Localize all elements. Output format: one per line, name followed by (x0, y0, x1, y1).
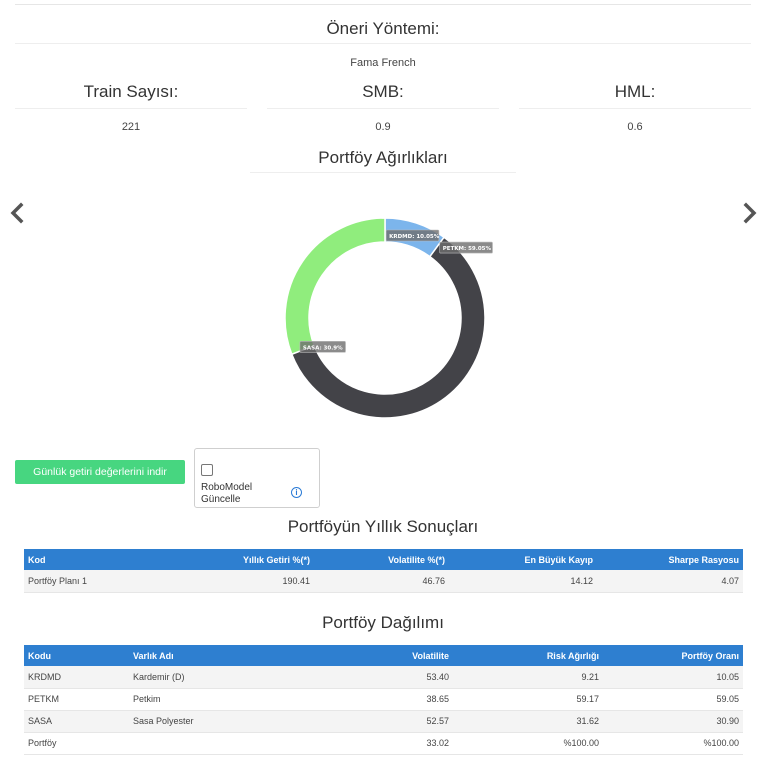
info-circle-icon[interactable]: i (291, 487, 302, 498)
column-header: Sharpe Rasyosu (668, 554, 739, 565)
table-cell: 190.41 (174, 570, 314, 593)
param-value: 0.9 (375, 121, 391, 133)
param-hml: HML: 0.6 (519, 82, 751, 133)
table-header-row: Kod Yıllık Getiri %(*) Volatilite %(*) E… (24, 549, 743, 570)
param-divider (519, 108, 751, 109)
results-title: Portföyün Yıllık Sonuçları (287, 517, 479, 536)
column-header: Varlık Adı (133, 650, 174, 661)
table-cell: Portföy Planı 1 (24, 570, 174, 593)
table-cell: 31.62 (453, 710, 603, 733)
data-label-petkm: PETKM: 59.05% (439, 241, 493, 254)
table-cell: %100.00 (603, 732, 743, 755)
svg-text:SASA: 30.9%: SASA: 30.9% (303, 345, 343, 351)
param-train-count: Train Sayısı: 221 (15, 82, 247, 133)
chevron-right-icon (743, 202, 757, 224)
param-divider (15, 108, 247, 109)
data-label-krdmd: KRDMD: 10.05% (385, 229, 440, 242)
table-cell: KRDMD (24, 666, 129, 689)
table-cell: Portföy (24, 732, 129, 755)
column-header: Volatilite (412, 650, 449, 661)
robomodel-update-panel: RoboModel Güncelle i (194, 448, 320, 508)
param-label: Train Sayısı: (83, 82, 179, 101)
table-cell: PETKM (24, 688, 129, 711)
column-header: Risk Ağırlığı (546, 650, 599, 661)
table-cell: 53.40 (289, 666, 453, 689)
table-cell: 10.05 (603, 666, 743, 689)
table-cell (129, 732, 289, 755)
column-header: Volatilite %(*) (388, 554, 445, 565)
table-row: SASA Sasa Polyester 52.57 31.62 30.90 (24, 710, 743, 733)
column-header: En Büyük Kayıp (524, 554, 593, 565)
table-row: Portföy 33.02 %100.00 %100.00 (24, 732, 743, 755)
column-header: Kod (28, 554, 46, 565)
results-table: Kod Yıllık Getiri %(*) Volatilite %(*) E… (24, 549, 743, 593)
param-label: HML: (614, 82, 656, 101)
param-label: SMB: (362, 82, 404, 101)
column-header: Portföy Oranı (681, 650, 739, 661)
table-cell: 59.17 (453, 688, 603, 711)
table-cell: Kardemir (D) (129, 666, 289, 689)
table-cell: SASA (24, 710, 129, 733)
robomodel-update-checkbox[interactable] (201, 464, 213, 476)
svg-text:KRDMD: 10.05%: KRDMD: 10.05% (389, 234, 440, 240)
table-cell: 30.90 (603, 710, 743, 733)
data-label-sasa: SASA: 30.9% (299, 341, 346, 353)
chevron-left-icon (10, 202, 24, 224)
table-cell: 38.65 (289, 688, 453, 711)
column-header: Yıllık Getiri %(*) (242, 554, 310, 565)
portfolio-weights-chart: KRDMD: 10.05% PETKM: 59.05% SASA: 30.9% (270, 205, 500, 435)
method-divider (15, 43, 751, 44)
table-row: Portföy Planı 1 190.41 46.76 14.12 4.07 (24, 570, 743, 593)
table-cell: 9.21 (453, 666, 603, 689)
table-row: KRDMD Kardemir (D) 53.40 9.21 10.05 (24, 666, 743, 689)
distribution-table: Kodu Varlık Adı Volatilite Risk Ağırlığı… (24, 645, 743, 755)
table-header-row: Kodu Varlık Adı Volatilite Risk Ağırlığı… (24, 645, 743, 666)
param-smb: SMB: 0.9 (267, 82, 499, 133)
carousel-prev-button[interactable] (8, 202, 26, 224)
table-cell: %100.00 (453, 732, 603, 755)
method-title: Öneri Yöntemi: (326, 19, 440, 38)
table-cell: 46.76 (314, 570, 449, 593)
table-cell: Sasa Polyester (129, 710, 289, 733)
column-header: Kodu (28, 650, 51, 661)
param-value: 0.6 (627, 121, 643, 133)
table-cell: 59.05 (603, 688, 743, 711)
table-cell: 4.07 (597, 570, 743, 593)
param-value: 221 (121, 121, 141, 133)
weights-title: Portföy Ağırlıkları (318, 148, 448, 167)
table-row: PETKM Petkim 38.65 59.17 59.05 (24, 688, 743, 711)
table-cell: 33.02 (289, 732, 453, 755)
table-cell: Petkim (129, 688, 289, 711)
robomodel-update-label: RoboModel Güncelle (201, 482, 253, 505)
param-divider (267, 108, 499, 109)
donut-slice-petkm[interactable] (290, 236, 486, 419)
donut-slice-sasa[interactable] (284, 217, 386, 356)
table-cell: 52.57 (289, 710, 453, 733)
top-divider (15, 4, 751, 5)
donut-chart-svg: KRDMD: 10.05%PETKM: 59.05% SASA: 30.9% (284, 217, 493, 419)
download-daily-returns-button[interactable]: Günlük getiri değerlerini indir (15, 460, 185, 484)
svg-text:PETKM: 59.05%: PETKM: 59.05% (443, 246, 492, 252)
distribution-title: Portföy Dağılımı (322, 613, 444, 632)
table-cell: 14.12 (449, 570, 597, 593)
carousel-next-button[interactable] (741, 202, 759, 224)
method-value: Fama French (350, 57, 416, 69)
weights-divider (250, 172, 516, 173)
